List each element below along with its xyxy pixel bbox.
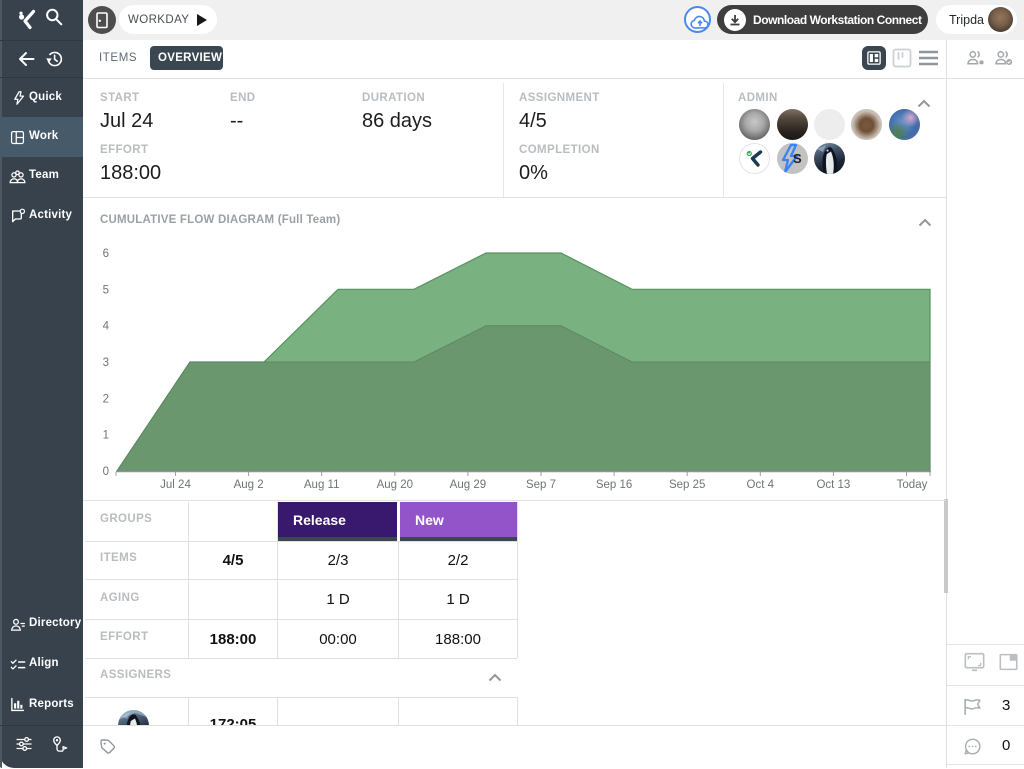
svg-text:S: S	[793, 151, 802, 166]
svg-text:Sep 16: Sep 16	[596, 479, 632, 491]
svg-text:6: 6	[103, 248, 109, 260]
svg-text:4: 4	[103, 321, 110, 333]
svg-text:1: 1	[103, 430, 109, 442]
svg-text:Oct 4: Oct 4	[747, 479, 775, 491]
svg-text:2: 2	[103, 393, 109, 405]
svg-text:Aug 29: Aug 29	[450, 479, 486, 491]
svg-text:Oct 13: Oct 13	[816, 479, 850, 491]
svg-text:0: 0	[103, 466, 109, 478]
svg-text:5: 5	[103, 284, 109, 296]
svg-text:Jul 24: Jul 24	[160, 479, 191, 491]
svg-text:Today: Today	[897, 479, 928, 491]
svg-text:Aug 2: Aug 2	[234, 479, 264, 491]
svg-text:Aug 11: Aug 11	[304, 479, 340, 491]
svg-text:Aug 20: Aug 20	[377, 479, 413, 491]
svg-text:Sep 7: Sep 7	[526, 479, 556, 491]
svg-text:3: 3	[103, 357, 109, 369]
svg-text:Sep 25: Sep 25	[669, 479, 705, 491]
